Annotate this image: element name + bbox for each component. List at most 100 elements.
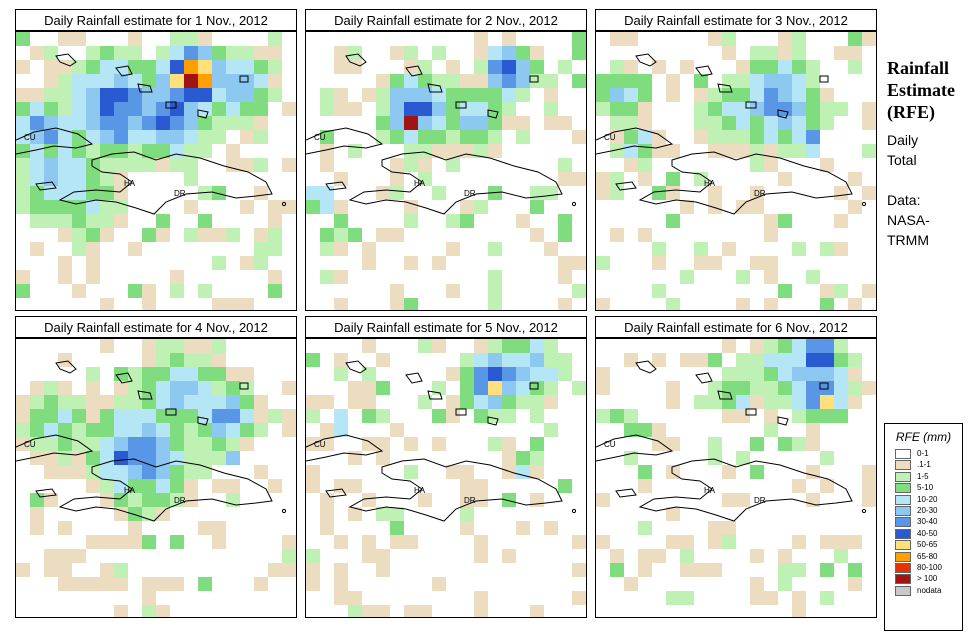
rainfall-cell (184, 144, 198, 158)
rainfall-cell (184, 353, 198, 367)
rainfall-cell (212, 367, 226, 381)
coastline (306, 434, 384, 462)
rainfall-cell (610, 186, 624, 200)
rainfall-cell (432, 437, 446, 451)
rainfall-cell (376, 74, 390, 88)
rainfall-map: CU HA DR (595, 31, 877, 311)
legend-swatch (895, 551, 911, 562)
country-label-dominican-republic: DR (754, 189, 766, 198)
rainfall-cell (128, 521, 142, 535)
rainfall-cell (320, 200, 334, 214)
legend-swatch (895, 540, 911, 551)
rainfall-cell (114, 381, 128, 395)
rainfall-cell (460, 214, 474, 228)
rainfall-cell (376, 130, 390, 144)
rainfall-cell (778, 284, 792, 298)
rainfall-cell (694, 353, 708, 367)
rainfall-cell (334, 46, 348, 60)
rainfall-cell (848, 172, 862, 186)
rainfall-cell (100, 88, 114, 102)
rainfall-cell (142, 409, 156, 423)
rainfall-cell (334, 228, 348, 242)
rainfall-cell (638, 465, 652, 479)
rainfall-cell (418, 116, 432, 130)
rainfall-cell (848, 60, 862, 74)
rainfall-cell (156, 144, 170, 158)
rainfall-cell (156, 214, 170, 228)
rainfall-cell (142, 144, 156, 158)
rainfall-cell (72, 130, 86, 144)
coastline (165, 408, 177, 416)
rainfall-cell (198, 437, 212, 451)
rainfall-cell (128, 102, 142, 116)
rainfall-cell (792, 88, 806, 102)
rainfall-cell (114, 451, 128, 465)
rainfall-cell (268, 46, 282, 60)
rainfall-cell (268, 284, 282, 298)
rainfall-cell (680, 563, 694, 577)
rainfall-cell (460, 88, 474, 102)
rainfall-cell (792, 535, 806, 549)
rainfall-cell (834, 381, 848, 395)
period-text: Daily Total (887, 130, 918, 170)
rainfall-cell (72, 423, 86, 437)
rainfall-cell (86, 256, 100, 270)
rainfall-cell (142, 284, 156, 298)
rainfall-cell (792, 60, 806, 74)
rainfall-panel-nov-1: Daily Rainfall estimate for 1 Nov., 2012… (15, 9, 297, 311)
rainfall-cell (446, 144, 460, 158)
rainfall-cell (320, 242, 334, 256)
rainfall-cell (488, 116, 502, 130)
rainfall-cell (666, 437, 680, 451)
rainfall-cell (502, 409, 516, 423)
rainfall-cell (502, 116, 516, 130)
rainfall-cell (254, 256, 268, 270)
rainfall-cell (572, 591, 586, 605)
rainfall-cell (558, 256, 572, 270)
rainfall-cell (764, 409, 778, 423)
rainfall-cell (348, 605, 362, 617)
rainfall-cell (502, 32, 516, 46)
rainfall-cell (474, 549, 488, 563)
rainfall-cell (848, 46, 862, 60)
source-line: NASA- (887, 212, 930, 228)
panel-title: Daily Rainfall estimate for 4 Nov., 2012 (15, 316, 297, 338)
rainfall-cell (334, 409, 348, 423)
rainfall-cell (142, 74, 156, 88)
rainfall-cell (848, 298, 862, 310)
rainfall-cell (666, 172, 680, 186)
source-line: TRMM (887, 232, 929, 248)
coastline (695, 372, 713, 384)
rainfall-cell (834, 367, 848, 381)
legend-row: 40-50 (885, 528, 962, 539)
rainfall-cell (282, 423, 296, 437)
rainfall-cell (488, 339, 502, 353)
rainfall-cell (596, 88, 610, 102)
rainfall-cell (114, 493, 128, 507)
coastline (58, 458, 273, 522)
coastline (427, 83, 443, 93)
rainfall-cell (834, 409, 848, 423)
rainfall-cell (198, 409, 212, 423)
rainfall-cell (240, 423, 254, 437)
rainfall-cell (666, 507, 680, 521)
rainfall-cell (474, 74, 488, 88)
rainfall-panel-nov-6: Daily Rainfall estimate for 6 Nov., 2012… (595, 316, 877, 618)
rainfall-cell (446, 74, 460, 88)
rainfall-cell (72, 549, 86, 563)
rainfall-cell (488, 381, 502, 395)
rainfall-cell (320, 158, 334, 172)
rainfall-cell (792, 242, 806, 256)
rainfall-cell (502, 46, 516, 60)
rainfall-cell (58, 186, 72, 200)
coastline (348, 151, 563, 215)
rainfall-cell (778, 577, 792, 591)
rainfall-cell (778, 563, 792, 577)
rainfall-cell (736, 409, 750, 423)
rainfall-cell (610, 563, 624, 577)
rainfall-cell (806, 102, 820, 116)
rainfall-cell (530, 60, 544, 74)
legend-row: 50-65 (885, 539, 962, 551)
rainfall-cell (488, 88, 502, 102)
rainfall-cell (708, 144, 722, 158)
